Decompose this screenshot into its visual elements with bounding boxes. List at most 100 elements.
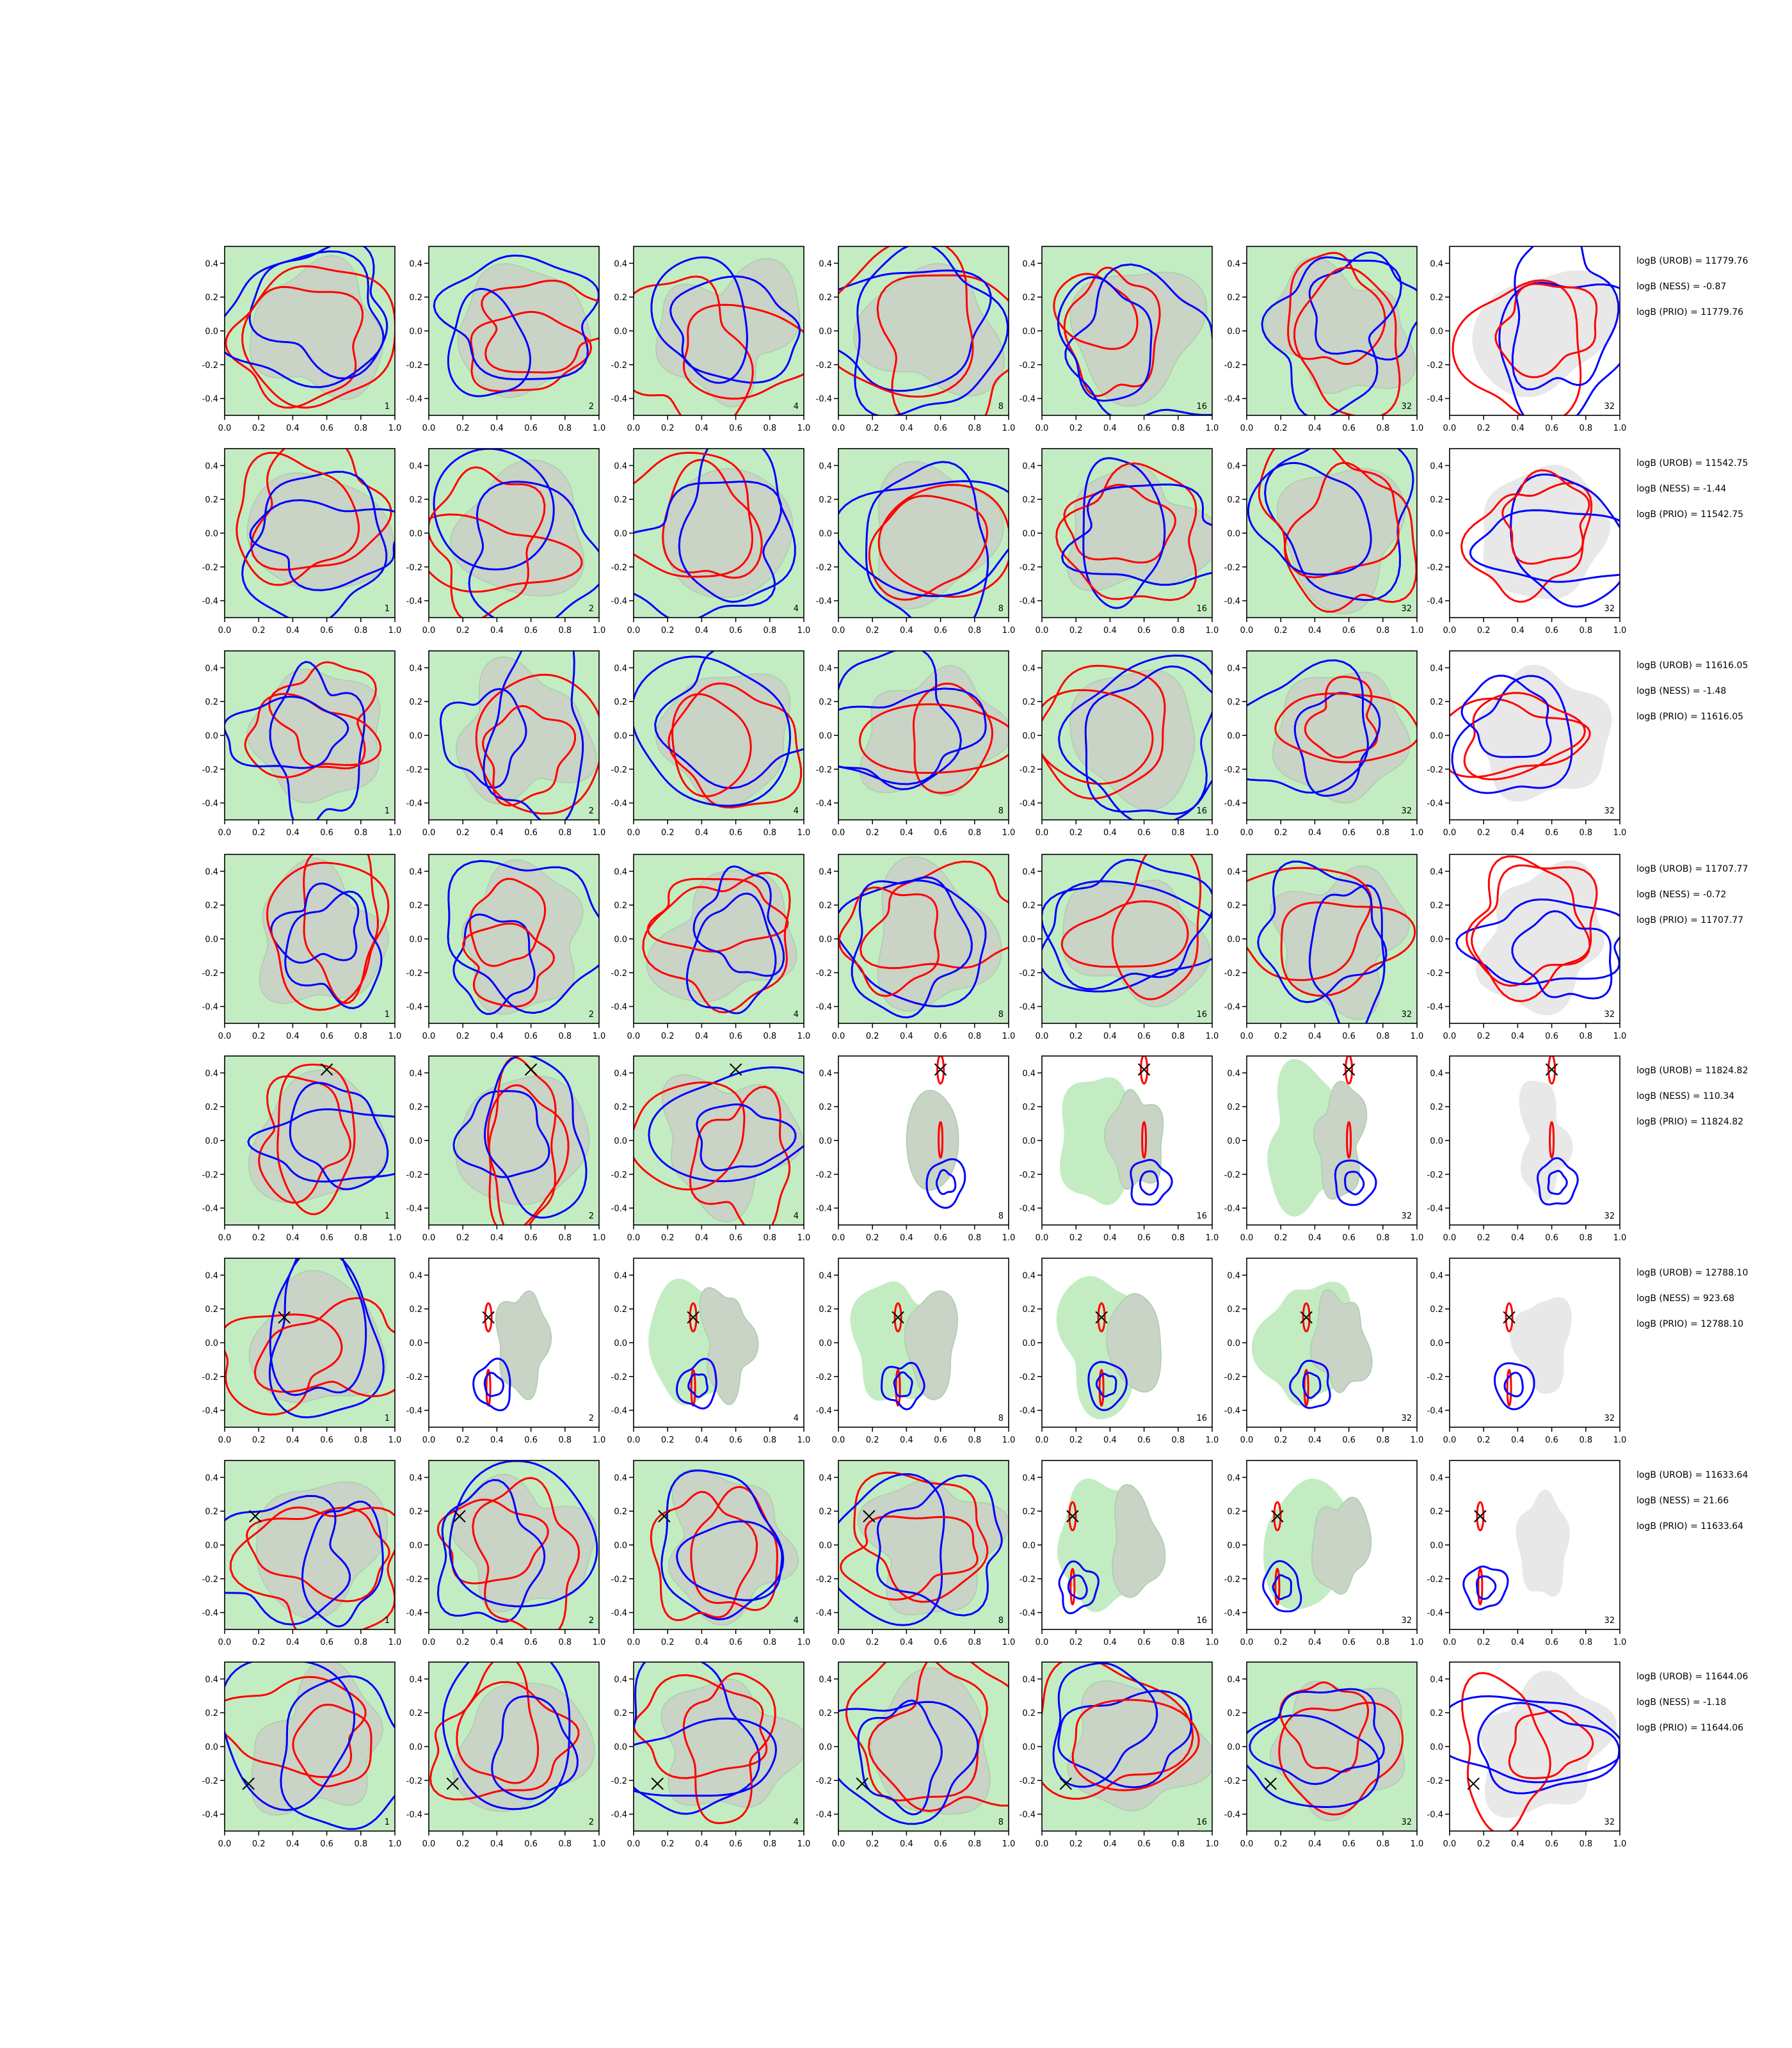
blue-contour — [893, 1371, 913, 1398]
y-tick-label: -0.4 — [202, 1407, 218, 1416]
x-tick-label: 0.8 — [354, 424, 367, 433]
logB-annotation: logB (NESS) = 110.34 — [1636, 1091, 1734, 1101]
subplot-r2-c2: 0.0 0.2 0.4 0.6 0.8 1.0 -0.4 -0.2 0.0 0.2 0.4 2 — [406, 448, 605, 636]
x-tick-label: 1.0 — [1206, 1233, 1219, 1243]
blue-contour — [857, 1699, 943, 1816]
blue-contour — [1476, 1575, 1497, 1600]
y-tick-label: -0.2 — [1020, 969, 1036, 979]
subplot-r8-c7: 0.0 0.2 0.4 0.6 0.8 1.0 -0.4 -0.2 0.0 0.2 0.4 32 — [1427, 1661, 1627, 1849]
x-tick-label: 0.8 — [1579, 1032, 1592, 1041]
red-contour — [481, 279, 599, 374]
true-value-x-marker — [651, 1777, 664, 1790]
red-contour — [671, 693, 752, 797]
x-tick-label: 0.6 — [729, 626, 742, 636]
x-tick-label: 0.8 — [763, 626, 776, 636]
y-tick-label: 0.2 — [1022, 1103, 1036, 1112]
subplot-r6-c6: 0.0 0.2 0.4 0.6 0.8 1.0 -0.4 -0.2 0.0 0.2 0.4 32 — [1224, 1258, 1423, 1445]
plot-area — [634, 449, 804, 618]
y-tick-label: -0.2 — [1427, 765, 1443, 775]
y-tick-label: 0.2 — [409, 698, 422, 707]
x-tick-label: 1.0 — [1002, 424, 1016, 433]
red-contour — [650, 1491, 758, 1622]
red-contour — [246, 1507, 390, 1603]
y-tick-label: 0.4 — [1022, 664, 1036, 673]
x-tick-label: 0.2 — [252, 1032, 266, 1041]
subplot-r1-c2: 0.0 0.2 0.4 0.6 0.8 1.0 -0.4 -0.2 0.0 0.2 0.4 2 — [406, 246, 605, 433]
red-contour — [1111, 854, 1202, 1000]
subplot-r3-c6: 0.0 0.2 0.4 0.6 0.8 1.0 -0.4 -0.2 0.0 0.2 0.4 32 — [1224, 650, 1423, 838]
logB-annotation: logB (UROB) = 11824.82 — [1636, 1066, 1748, 1076]
x-tick-label: 0.0 — [422, 1032, 436, 1041]
gray-density-fill — [857, 1479, 1009, 1616]
red-contour — [893, 1302, 902, 1332]
red-contour — [268, 661, 378, 770]
y-tick-label: 0.4 — [819, 867, 832, 877]
blue-contour — [1511, 910, 1613, 1000]
blue-contour — [1455, 898, 1620, 986]
y-tick-label: 0.0 — [205, 935, 218, 945]
y-tick-label: 0.0 — [819, 529, 832, 539]
x-tick-label: 0.8 — [1376, 1233, 1389, 1243]
y-tick-label: -0.4 — [1020, 1609, 1036, 1619]
blue-contour — [1477, 1702, 1620, 1795]
panel-label: 32 — [1401, 604, 1412, 614]
x-tick-label: 0.6 — [1545, 626, 1558, 636]
y-tick-label: 0.2 — [819, 1709, 832, 1718]
y-tick-label: 0.2 — [1227, 698, 1240, 707]
red-contour — [642, 872, 791, 1014]
x-tick-label: 1.0 — [593, 1032, 606, 1041]
x-tick-label: 0.8 — [1376, 626, 1389, 636]
plot-area — [838, 246, 1009, 415]
red-contour — [1304, 675, 1379, 759]
panel-label: 16 — [1196, 806, 1207, 816]
x-tick-label: 0.4 — [1308, 424, 1322, 433]
x-tick-label: 1.0 — [797, 1839, 811, 1849]
gray-density-fill — [904, 1290, 958, 1400]
y-tick-label: -0.2 — [816, 969, 832, 979]
y-tick-label: 0.0 — [819, 1541, 832, 1551]
y-tick-label: -0.2 — [1224, 361, 1240, 371]
x-tick-label: 0.2 — [1477, 1233, 1491, 1243]
red-contour — [292, 1704, 372, 1788]
x-tick-label: 0.2 — [1274, 424, 1288, 433]
true-value-x-marker — [1264, 1777, 1277, 1790]
y-tick-label: -0.4 — [406, 395, 422, 404]
y-tick-label: 0.2 — [1430, 698, 1443, 707]
x-tick-label: 1.0 — [1613, 1839, 1627, 1849]
y-tick-label: -0.4 — [202, 1811, 218, 1820]
x-tick-label: 0.2 — [1477, 1638, 1491, 1647]
y-tick-label: -0.2 — [611, 1373, 627, 1382]
y-tick-label: 0.4 — [1022, 259, 1036, 269]
plot-area — [1247, 246, 1417, 415]
x-tick-label: 0.0 — [1036, 1638, 1049, 1647]
subplot-r2-c4: 0.0 0.2 0.4 0.6 0.8 1.0 -0.4 -0.2 0.0 0.2 0.4 8 — [816, 448, 1015, 636]
x-tick-label: 0.2 — [456, 1839, 470, 1849]
panel-label: 4 — [794, 1010, 799, 1020]
x-tick-label: 0.4 — [286, 828, 300, 838]
blue-contour — [687, 1373, 708, 1398]
blue-contour — [1060, 483, 1212, 586]
y-tick-label: 0.2 — [1227, 293, 1240, 303]
logB-annotation: logB (UROB) = 11779.76 — [1636, 256, 1748, 266]
red-contour — [868, 495, 989, 601]
blue-contour — [1095, 1373, 1117, 1398]
x-tick-label: 0.4 — [1308, 1638, 1322, 1647]
y-tick-label: 0.2 — [1430, 495, 1443, 505]
x-tick-label: 1.0 — [1206, 626, 1219, 636]
y-tick-label: 0.0 — [614, 732, 627, 741]
y-tick-label: -0.2 — [202, 361, 218, 371]
x-tick-label: 0.8 — [558, 626, 572, 636]
x-tick-label: 1.0 — [593, 1638, 606, 1647]
blue-contour — [676, 1520, 783, 1601]
logB-annotation: logB (PRIO) = 11779.76 — [1636, 307, 1743, 317]
y-tick-label: 0.2 — [205, 293, 218, 303]
subplot-r8-c4: 0.0 0.2 0.4 0.6 0.8 1.0 -0.4 -0.2 0.0 0.2 0.4 8 — [816, 1661, 1015, 1849]
x-tick-label: 0.6 — [1545, 828, 1558, 838]
blue-contour — [491, 1695, 579, 1800]
y-tick-label: -0.2 — [1020, 1575, 1036, 1585]
x-tick-label: 0.4 — [695, 626, 708, 636]
x-tick-label: 0.6 — [524, 626, 538, 636]
plot-area — [1042, 651, 1212, 820]
y-tick-label: 0.2 — [819, 1507, 832, 1517]
x-tick-label: 0.4 — [695, 1233, 708, 1243]
